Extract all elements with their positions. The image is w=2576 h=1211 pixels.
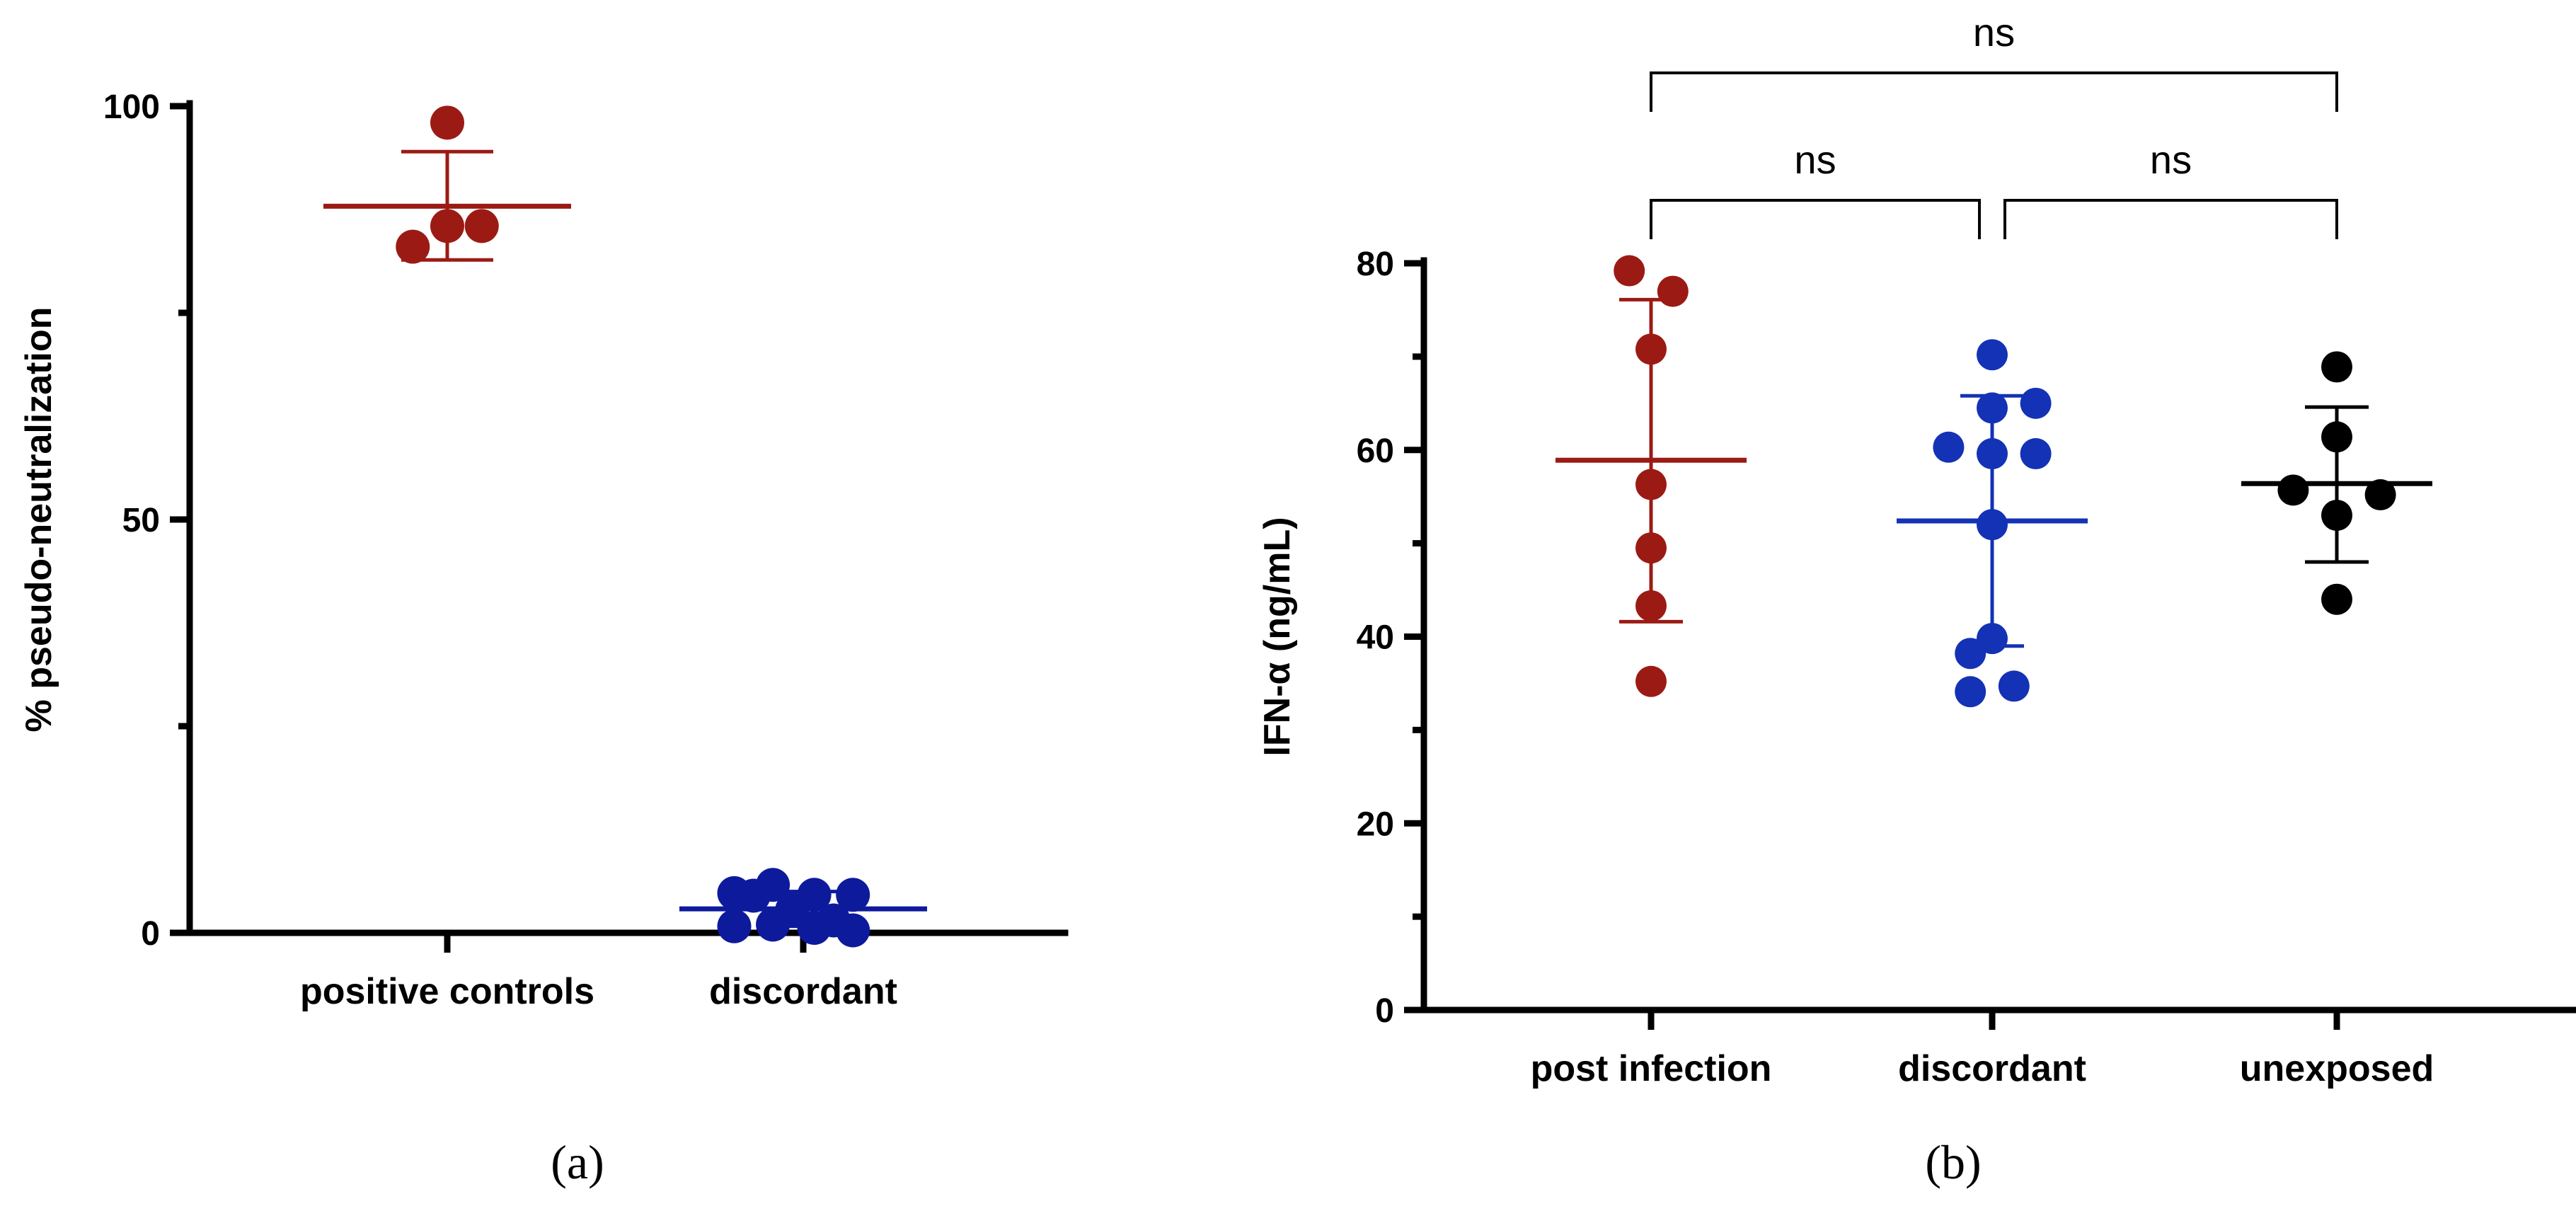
- y-tick-label: 0: [141, 915, 160, 953]
- significance-bracket: [2003, 199, 2338, 239]
- significance-bracket: [1650, 199, 1981, 239]
- data-point: [464, 209, 499, 243]
- data-point: [396, 229, 430, 264]
- data-point: [1977, 623, 2008, 655]
- significance-label: ns: [2150, 137, 2192, 182]
- significance-bracket: [1650, 71, 2338, 112]
- data-point: [2321, 421, 2352, 453]
- data-point: [1977, 392, 2008, 424]
- y-tick-label: 0: [1375, 992, 1394, 1030]
- data-point: [2321, 583, 2352, 615]
- y-tick-label: 60: [1357, 432, 1394, 470]
- x-category-label: discordant: [709, 971, 897, 1012]
- data-point: [1977, 509, 2008, 541]
- data-point: [1635, 665, 1667, 697]
- panel-a-label: (a): [551, 1135, 604, 1189]
- data-point: [1955, 676, 1986, 708]
- data-point: [1977, 438, 2008, 470]
- data-point: [836, 878, 870, 912]
- data-point: [1635, 532, 1667, 564]
- data-point: [430, 105, 464, 140]
- data-point: [756, 868, 790, 902]
- x-category-label: positive controls: [300, 971, 594, 1012]
- data-point: [1657, 275, 1689, 307]
- data-point: [717, 909, 752, 943]
- data-point: [1614, 255, 1645, 287]
- data-point: [2321, 500, 2352, 532]
- data-point: [836, 913, 870, 948]
- data-point: [2277, 474, 2309, 506]
- panel-a-chart: 0 50 100 % pseudo-neutralization positive co…: [18, 88, 1069, 1012]
- y-tick-label: 50: [122, 502, 160, 539]
- data-point: [1933, 431, 1965, 463]
- data-point: [1635, 469, 1667, 500]
- data-point: [2020, 438, 2052, 470]
- data-point: [2321, 351, 2352, 383]
- significance-label: ns: [1794, 137, 1836, 182]
- y-tick-label: 80: [1357, 246, 1394, 283]
- data-point: [797, 878, 832, 912]
- y-tick-label: 20: [1357, 805, 1394, 843]
- data-point: [1635, 333, 1667, 365]
- x-category-label: discordant: [1898, 1048, 2086, 1089]
- significance-label: ns: [1973, 10, 2015, 54]
- y-axis-title: % pseudo-neutralization: [18, 307, 59, 733]
- x-category-label: unexposed: [2240, 1048, 2434, 1089]
- x-category-label: post infection: [1531, 1048, 1772, 1089]
- data-point: [2020, 387, 2052, 419]
- y-tick-label: 100: [103, 88, 160, 126]
- data-point: [1955, 638, 1986, 670]
- y-axis-title: IFN-α (ng/mL): [1257, 517, 1298, 756]
- data-point: [1635, 590, 1667, 621]
- data-point: [1998, 670, 2030, 702]
- data-point: [2364, 479, 2396, 511]
- panel-b-chart: 0 20 40 60 80 IFN-α (ng/mL) post infection disc…: [1257, 10, 2576, 1089]
- y-tick-label: 40: [1357, 619, 1394, 657]
- panel-b-label: (b): [1925, 1135, 1981, 1189]
- data-point: [430, 209, 464, 243]
- data-point: [1977, 339, 2008, 371]
